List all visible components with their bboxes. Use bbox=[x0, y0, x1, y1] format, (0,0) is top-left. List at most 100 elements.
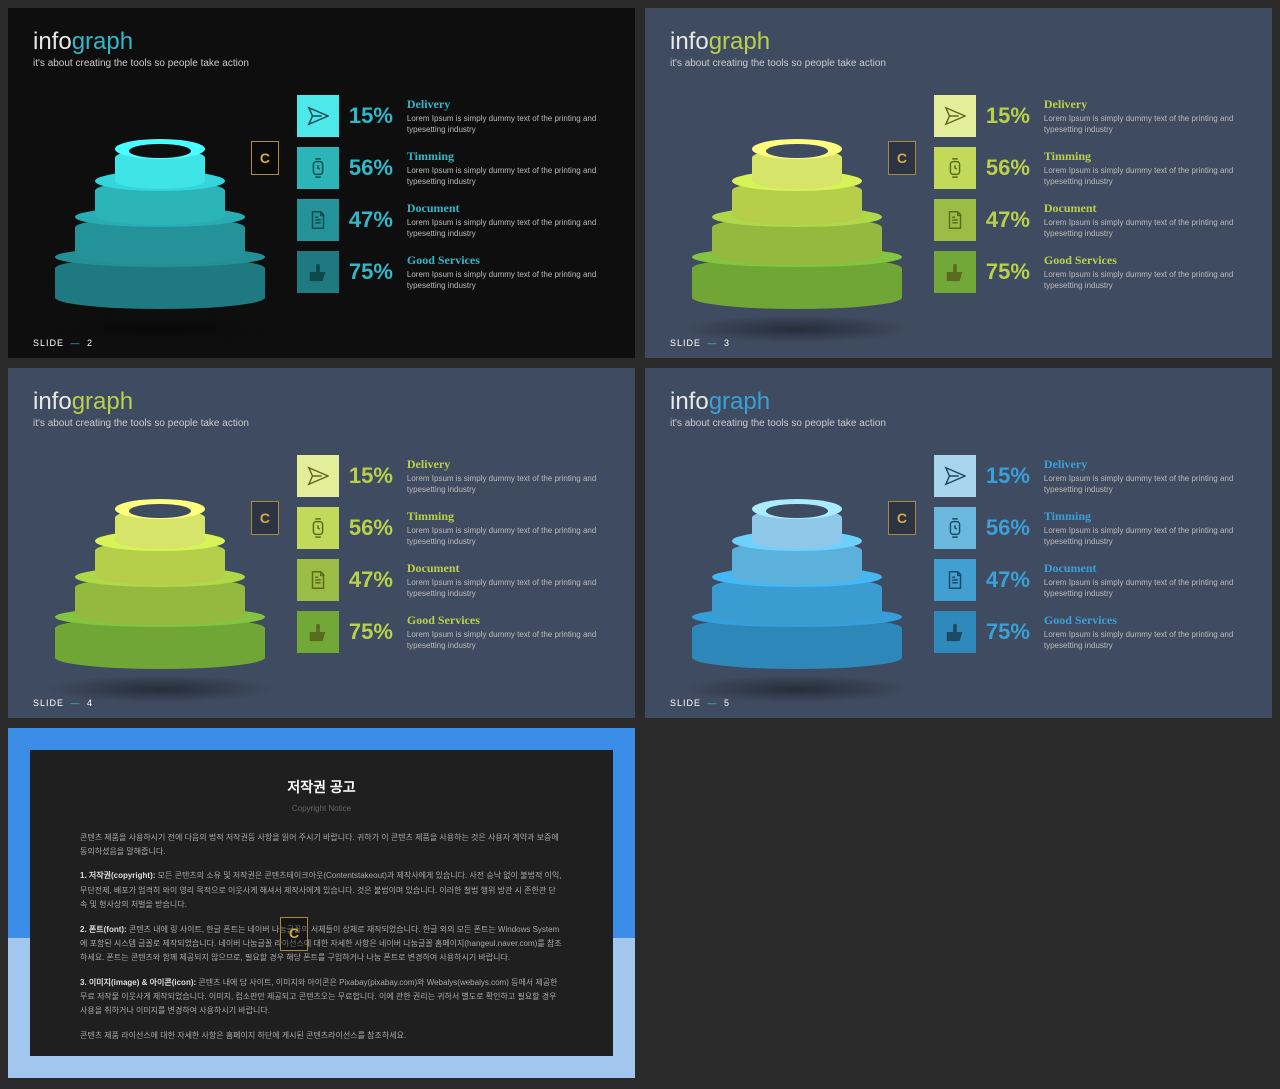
stat-row-0: 15% Delivery Lorem Ipsum is simply dummy… bbox=[297, 95, 610, 137]
stack-layer-0 bbox=[752, 509, 842, 549]
subtitle: it's about creating the tools so people … bbox=[670, 418, 1247, 429]
stat-body-2: Lorem Ipsum is simply dummy text of the … bbox=[407, 578, 610, 599]
stat-title-1: Timming bbox=[407, 149, 610, 164]
stat-pct-0: 15% bbox=[986, 463, 1044, 489]
stat-row-0: 15% Delivery Lorem Ipsum is simply dummy… bbox=[297, 455, 610, 497]
stat-title-2: Document bbox=[407, 201, 610, 216]
doc-icon bbox=[934, 199, 976, 241]
stat-row-2: 47% Document Lorem Ipsum is simply dummy… bbox=[297, 199, 610, 241]
stat-title-1: Timming bbox=[1044, 149, 1247, 164]
cylinder-stack bbox=[50, 129, 270, 329]
cylinder-stack bbox=[50, 489, 270, 689]
stat-body-0: Lorem Ipsum is simply dummy text of the … bbox=[407, 114, 610, 135]
slide-5: infograph it's about creating the tools … bbox=[645, 368, 1272, 718]
stat-pct-3: 75% bbox=[349, 619, 407, 645]
stat-body-1: Lorem Ipsum is simply dummy text of the … bbox=[407, 526, 610, 547]
stat-body-1: Lorem Ipsum is simply dummy text of the … bbox=[1044, 526, 1247, 547]
stat-body-3: Lorem Ipsum is simply dummy text of the … bbox=[1044, 270, 1247, 291]
watermark-icon: C bbox=[251, 501, 279, 535]
stack-layer-0 bbox=[115, 149, 205, 189]
stat-row-2: 47% Document Lorem Ipsum is simply dummy… bbox=[934, 559, 1247, 601]
slide-number: SLIDE — 5 bbox=[670, 698, 730, 708]
plane-icon bbox=[934, 95, 976, 137]
stat-pct-0: 15% bbox=[986, 103, 1044, 129]
stat-pct-1: 56% bbox=[986, 515, 1044, 541]
subtitle: it's about creating the tools so people … bbox=[33, 58, 610, 69]
stat-title-3: Good Services bbox=[407, 253, 610, 268]
stat-row-0: 15% Delivery Lorem Ipsum is simply dummy… bbox=[934, 95, 1247, 137]
stat-body-2: Lorem Ipsum is simply dummy text of the … bbox=[407, 218, 610, 239]
title-info: info bbox=[33, 388, 72, 416]
thumb-icon bbox=[934, 611, 976, 653]
stat-pct-0: 15% bbox=[349, 463, 407, 489]
thumb-icon bbox=[297, 251, 339, 293]
stat-body-0: Lorem Ipsum is simply dummy text of the … bbox=[1044, 474, 1247, 495]
slide-number: SLIDE — 3 bbox=[670, 338, 730, 348]
plane-icon bbox=[297, 95, 339, 137]
stat-pct-3: 75% bbox=[349, 259, 407, 285]
stat-body-3: Lorem Ipsum is simply dummy text of the … bbox=[407, 630, 610, 651]
stat-body-2: Lorem Ipsum is simply dummy text of the … bbox=[1044, 578, 1247, 599]
title-info: info bbox=[33, 28, 72, 56]
stat-row-3: 75% Good Services Lorem Ipsum is simply … bbox=[934, 251, 1247, 293]
stat-title-2: Document bbox=[1044, 561, 1247, 576]
stat-title-0: Delivery bbox=[407, 97, 610, 112]
stat-pct-1: 56% bbox=[986, 155, 1044, 181]
watermark-icon: C bbox=[888, 141, 916, 175]
stat-row-1: 56% Timming Lorem Ipsum is simply dummy … bbox=[934, 507, 1247, 549]
slide-2: infograph it's about creating the tools … bbox=[8, 8, 635, 358]
slide-number: SLIDE — 2 bbox=[33, 338, 93, 348]
stat-pct-2: 47% bbox=[986, 207, 1044, 233]
copyright-p2: C 2. 폰트(font): 콘텐츠 내에 링 사이트, 한글 폰트는 네이버 … bbox=[80, 923, 563, 966]
title-graph: graph bbox=[709, 388, 770, 416]
stat-title-3: Good Services bbox=[407, 613, 610, 628]
stat-pct-1: 56% bbox=[349, 155, 407, 181]
stat-body-0: Lorem Ipsum is simply dummy text of the … bbox=[407, 474, 610, 495]
title-graph: graph bbox=[709, 28, 770, 56]
stat-row-2: 47% Document Lorem Ipsum is simply dummy… bbox=[297, 559, 610, 601]
stack-layer-0 bbox=[752, 149, 842, 189]
watch-icon bbox=[934, 507, 976, 549]
stat-title-2: Document bbox=[1044, 201, 1247, 216]
stat-row-1: 56% Timming Lorem Ipsum is simply dummy … bbox=[297, 147, 610, 189]
stat-body-0: Lorem Ipsum is simply dummy text of the … bbox=[1044, 114, 1247, 135]
title-graph: graph bbox=[72, 388, 133, 416]
slide-3: infograph it's about creating the tools … bbox=[645, 8, 1272, 358]
copyright-title: 저작권 공고 bbox=[80, 775, 563, 800]
watermark-icon: C bbox=[888, 501, 916, 535]
stat-pct-2: 47% bbox=[349, 207, 407, 233]
thumb-icon bbox=[297, 611, 339, 653]
slide-4: infograph it's about creating the tools … bbox=[8, 368, 635, 718]
stat-title-1: Timming bbox=[407, 509, 610, 524]
plane-icon bbox=[297, 455, 339, 497]
stat-title-3: Good Services bbox=[1044, 613, 1247, 628]
stat-body-3: Lorem Ipsum is simply dummy text of the … bbox=[1044, 630, 1247, 651]
stat-pct-3: 75% bbox=[986, 619, 1044, 645]
copyright-p3: 3. 이미지(image) & 아이콘(icon): 콘텐츠 내에 담 사이트,… bbox=[80, 976, 563, 1019]
stat-title-1: Timming bbox=[1044, 509, 1247, 524]
copyright-slide: 저작권 공고 Copyright Notice 콘텐츠 제품을 사용하시기 전에… bbox=[8, 728, 635, 1078]
stat-title-0: Delivery bbox=[1044, 97, 1247, 112]
watch-icon bbox=[934, 147, 976, 189]
stat-body-1: Lorem Ipsum is simply dummy text of the … bbox=[1044, 166, 1247, 187]
stat-row-3: 75% Good Services Lorem Ipsum is simply … bbox=[297, 611, 610, 653]
copyright-subtitle: Copyright Notice bbox=[80, 802, 563, 816]
stack-layer-0 bbox=[115, 509, 205, 549]
watermark-icon: C bbox=[280, 917, 308, 951]
thumb-icon bbox=[934, 251, 976, 293]
doc-icon bbox=[297, 199, 339, 241]
stat-row-1: 56% Timming Lorem Ipsum is simply dummy … bbox=[934, 147, 1247, 189]
cylinder-stack bbox=[687, 129, 907, 329]
watermark-icon: C bbox=[251, 141, 279, 175]
stat-title-2: Document bbox=[407, 561, 610, 576]
stat-body-2: Lorem Ipsum is simply dummy text of the … bbox=[1044, 218, 1247, 239]
copyright-p1: 1. 저작권(copyright): 모든 콘텐츠의 소유 및 저작권은 콘텐츠… bbox=[80, 869, 563, 912]
stat-title-0: Delivery bbox=[407, 457, 610, 472]
doc-icon bbox=[297, 559, 339, 601]
stat-body-3: Lorem Ipsum is simply dummy text of the … bbox=[407, 270, 610, 291]
title-graph: graph bbox=[72, 28, 133, 56]
stat-pct-3: 75% bbox=[986, 259, 1044, 285]
stat-pct-2: 47% bbox=[349, 567, 407, 593]
subtitle: it's about creating the tools so people … bbox=[670, 58, 1247, 69]
stat-row-3: 75% Good Services Lorem Ipsum is simply … bbox=[934, 611, 1247, 653]
